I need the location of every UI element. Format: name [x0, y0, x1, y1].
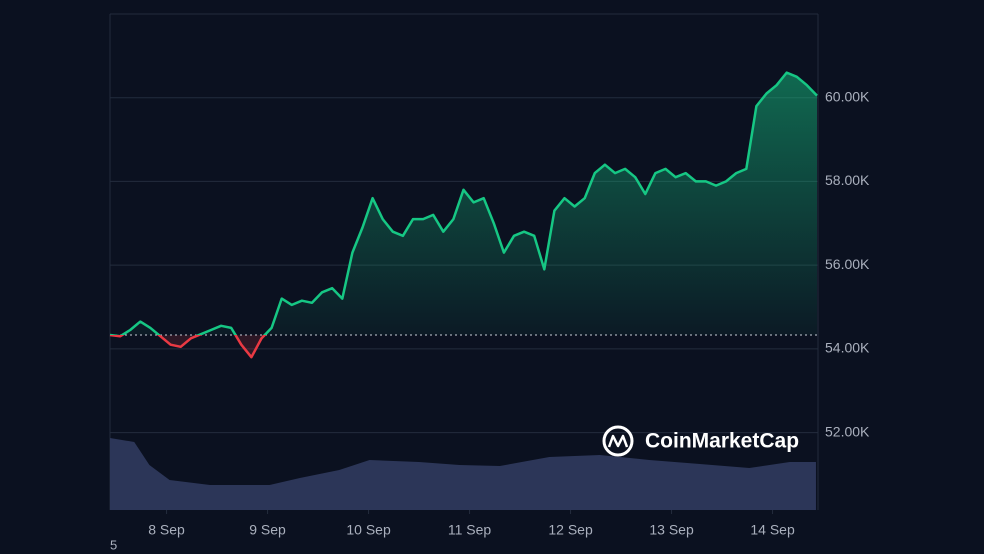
price-area	[110, 72, 817, 358]
footnote: 5	[110, 537, 117, 552]
y-tick-label: 56.00K	[825, 256, 870, 272]
x-tick-label: 14 Sep	[750, 522, 795, 538]
watermark-logo	[602, 425, 634, 457]
y-tick-label: 58.00K	[825, 172, 870, 188]
volume-area	[110, 438, 816, 510]
y-tick-label: 60.00K	[825, 88, 870, 104]
x-tick-label: 10 Sep	[346, 522, 391, 538]
watermark-text: CoinMarketCap	[645, 430, 799, 453]
watermark: CoinMarketCap	[602, 425, 799, 457]
x-tick-label: 9 Sep	[249, 522, 286, 538]
price-line	[109, 71, 818, 359]
x-tick-label: 8 Sep	[148, 522, 185, 538]
watermark-logo-mark	[607, 434, 629, 448]
x-tick-label: 13 Sep	[649, 522, 694, 538]
x-tick-label: 11 Sep	[448, 522, 492, 538]
y-tick-label: 54.00K	[825, 340, 870, 356]
y-tick-label: 52.00K	[825, 423, 870, 439]
x-tick-label: 12 Sep	[548, 522, 593, 538]
